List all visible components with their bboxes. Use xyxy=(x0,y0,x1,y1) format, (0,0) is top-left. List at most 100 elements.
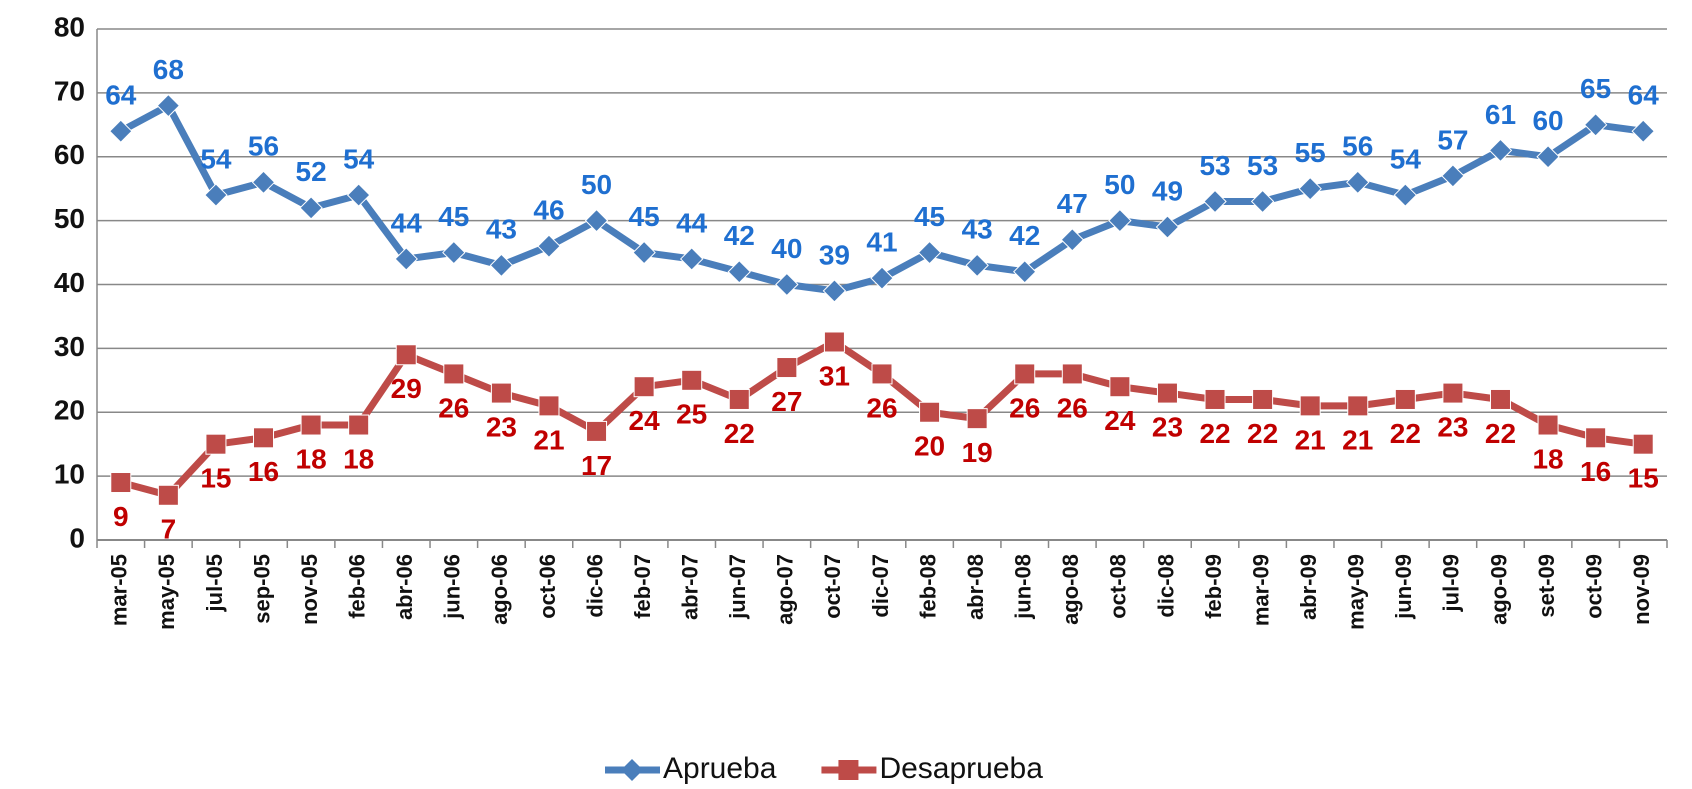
point xyxy=(1442,382,1464,404)
point xyxy=(1536,145,1560,169)
y-tick-label: 10 xyxy=(54,459,85,490)
x-tick-label: dic-07 xyxy=(868,554,893,618)
x-tick-label: ago-07 xyxy=(773,554,798,625)
point xyxy=(394,247,418,271)
legend-label: Desaprueba xyxy=(879,752,1043,785)
point xyxy=(1014,363,1036,385)
data-label: 39 xyxy=(819,239,850,270)
point xyxy=(1108,208,1132,233)
point xyxy=(251,170,276,195)
x-tick-label: ago-08 xyxy=(1058,554,1083,625)
x-tick-label: nov-05 xyxy=(297,554,322,625)
point xyxy=(727,260,751,284)
point xyxy=(1298,176,1322,201)
data-label: 42 xyxy=(724,220,755,251)
data-label: 18 xyxy=(1532,443,1563,474)
data-label: 17 xyxy=(581,450,612,481)
x-tick-label: nov-09 xyxy=(1629,554,1654,625)
y-tick-label: 20 xyxy=(54,395,85,426)
x-tick-label: dic-08 xyxy=(1153,554,1178,618)
data-label: 44 xyxy=(391,207,423,238)
data-label: 45 xyxy=(914,201,945,232)
point xyxy=(1013,260,1037,284)
x-tick-label: abr-08 xyxy=(963,554,988,620)
point xyxy=(1250,189,1275,214)
point xyxy=(632,240,656,265)
point xyxy=(776,357,798,379)
data-label: 45 xyxy=(438,201,469,232)
x-tick-label: abr-07 xyxy=(678,554,703,620)
point xyxy=(822,279,847,303)
data-label: 26 xyxy=(1009,392,1040,423)
data-label: 52 xyxy=(296,156,327,187)
data-label: 50 xyxy=(1104,169,1135,200)
data-label: 27 xyxy=(771,386,802,417)
point xyxy=(1537,414,1559,436)
data-label: 24 xyxy=(629,405,661,436)
series-line xyxy=(119,102,1644,295)
legend-marker xyxy=(621,759,643,781)
point xyxy=(205,433,227,455)
point xyxy=(1347,395,1369,417)
y-tick-label: 0 xyxy=(69,522,85,553)
data-label: 49 xyxy=(1152,175,1183,206)
x-tick-label: jul-09 xyxy=(1439,554,1464,612)
data-label: 22 xyxy=(1199,418,1230,449)
point xyxy=(728,388,750,410)
point xyxy=(1346,170,1370,195)
point xyxy=(1252,388,1274,410)
x-tick-label: ago-06 xyxy=(487,554,512,625)
data-label: 24 xyxy=(1104,405,1136,436)
data-label: 20 xyxy=(914,431,945,462)
data-label: 43 xyxy=(962,214,993,245)
point xyxy=(253,427,275,449)
point xyxy=(1585,427,1607,449)
data-label: 55 xyxy=(1295,137,1326,168)
x-tick-label: abr-09 xyxy=(1296,554,1321,620)
data-label: 21 xyxy=(1295,424,1326,455)
data-label: 40 xyxy=(771,233,802,264)
y-tick-label: 60 xyxy=(54,139,85,170)
point xyxy=(1155,215,1180,239)
data-label: 26 xyxy=(866,392,897,423)
data-label: 15 xyxy=(200,463,231,494)
data-label: 41 xyxy=(866,227,897,258)
point xyxy=(110,472,132,494)
data-label: 18 xyxy=(343,443,374,474)
x-tick-label: jun-07 xyxy=(725,554,750,620)
point xyxy=(346,183,371,207)
point xyxy=(1393,183,1418,207)
y-tick-label: 70 xyxy=(54,75,85,106)
point xyxy=(1203,189,1227,214)
point xyxy=(109,119,133,143)
data-label: 29 xyxy=(391,373,422,404)
x-tick-label: ago-09 xyxy=(1486,554,1511,625)
data-label: 57 xyxy=(1437,124,1468,155)
data-label: 16 xyxy=(1580,456,1611,487)
x-tick-label: jun-09 xyxy=(1391,554,1416,620)
data-label: 64 xyxy=(1628,80,1660,111)
point xyxy=(443,363,465,385)
y-tick-label: 30 xyxy=(54,331,85,362)
data-label: 26 xyxy=(1057,392,1088,423)
point xyxy=(919,401,941,423)
data-label: 25 xyxy=(676,399,707,430)
data-label: 23 xyxy=(486,411,517,442)
data-label: 42 xyxy=(1009,220,1040,251)
x-tick-label: sep-05 xyxy=(249,554,274,624)
point xyxy=(156,93,181,118)
x-tick-label: jul-05 xyxy=(202,554,227,612)
x-tick-label: feb-06 xyxy=(344,554,369,619)
point xyxy=(917,240,942,265)
data-label: 56 xyxy=(248,131,279,162)
data-label: 47 xyxy=(1057,188,1088,219)
point xyxy=(1489,388,1511,410)
data-label: 64 xyxy=(105,80,137,111)
point xyxy=(633,376,655,398)
point xyxy=(537,234,561,258)
point xyxy=(1204,388,1226,410)
data-label: 9 xyxy=(113,501,129,532)
data-label: 15 xyxy=(1628,463,1659,494)
point xyxy=(871,363,893,385)
